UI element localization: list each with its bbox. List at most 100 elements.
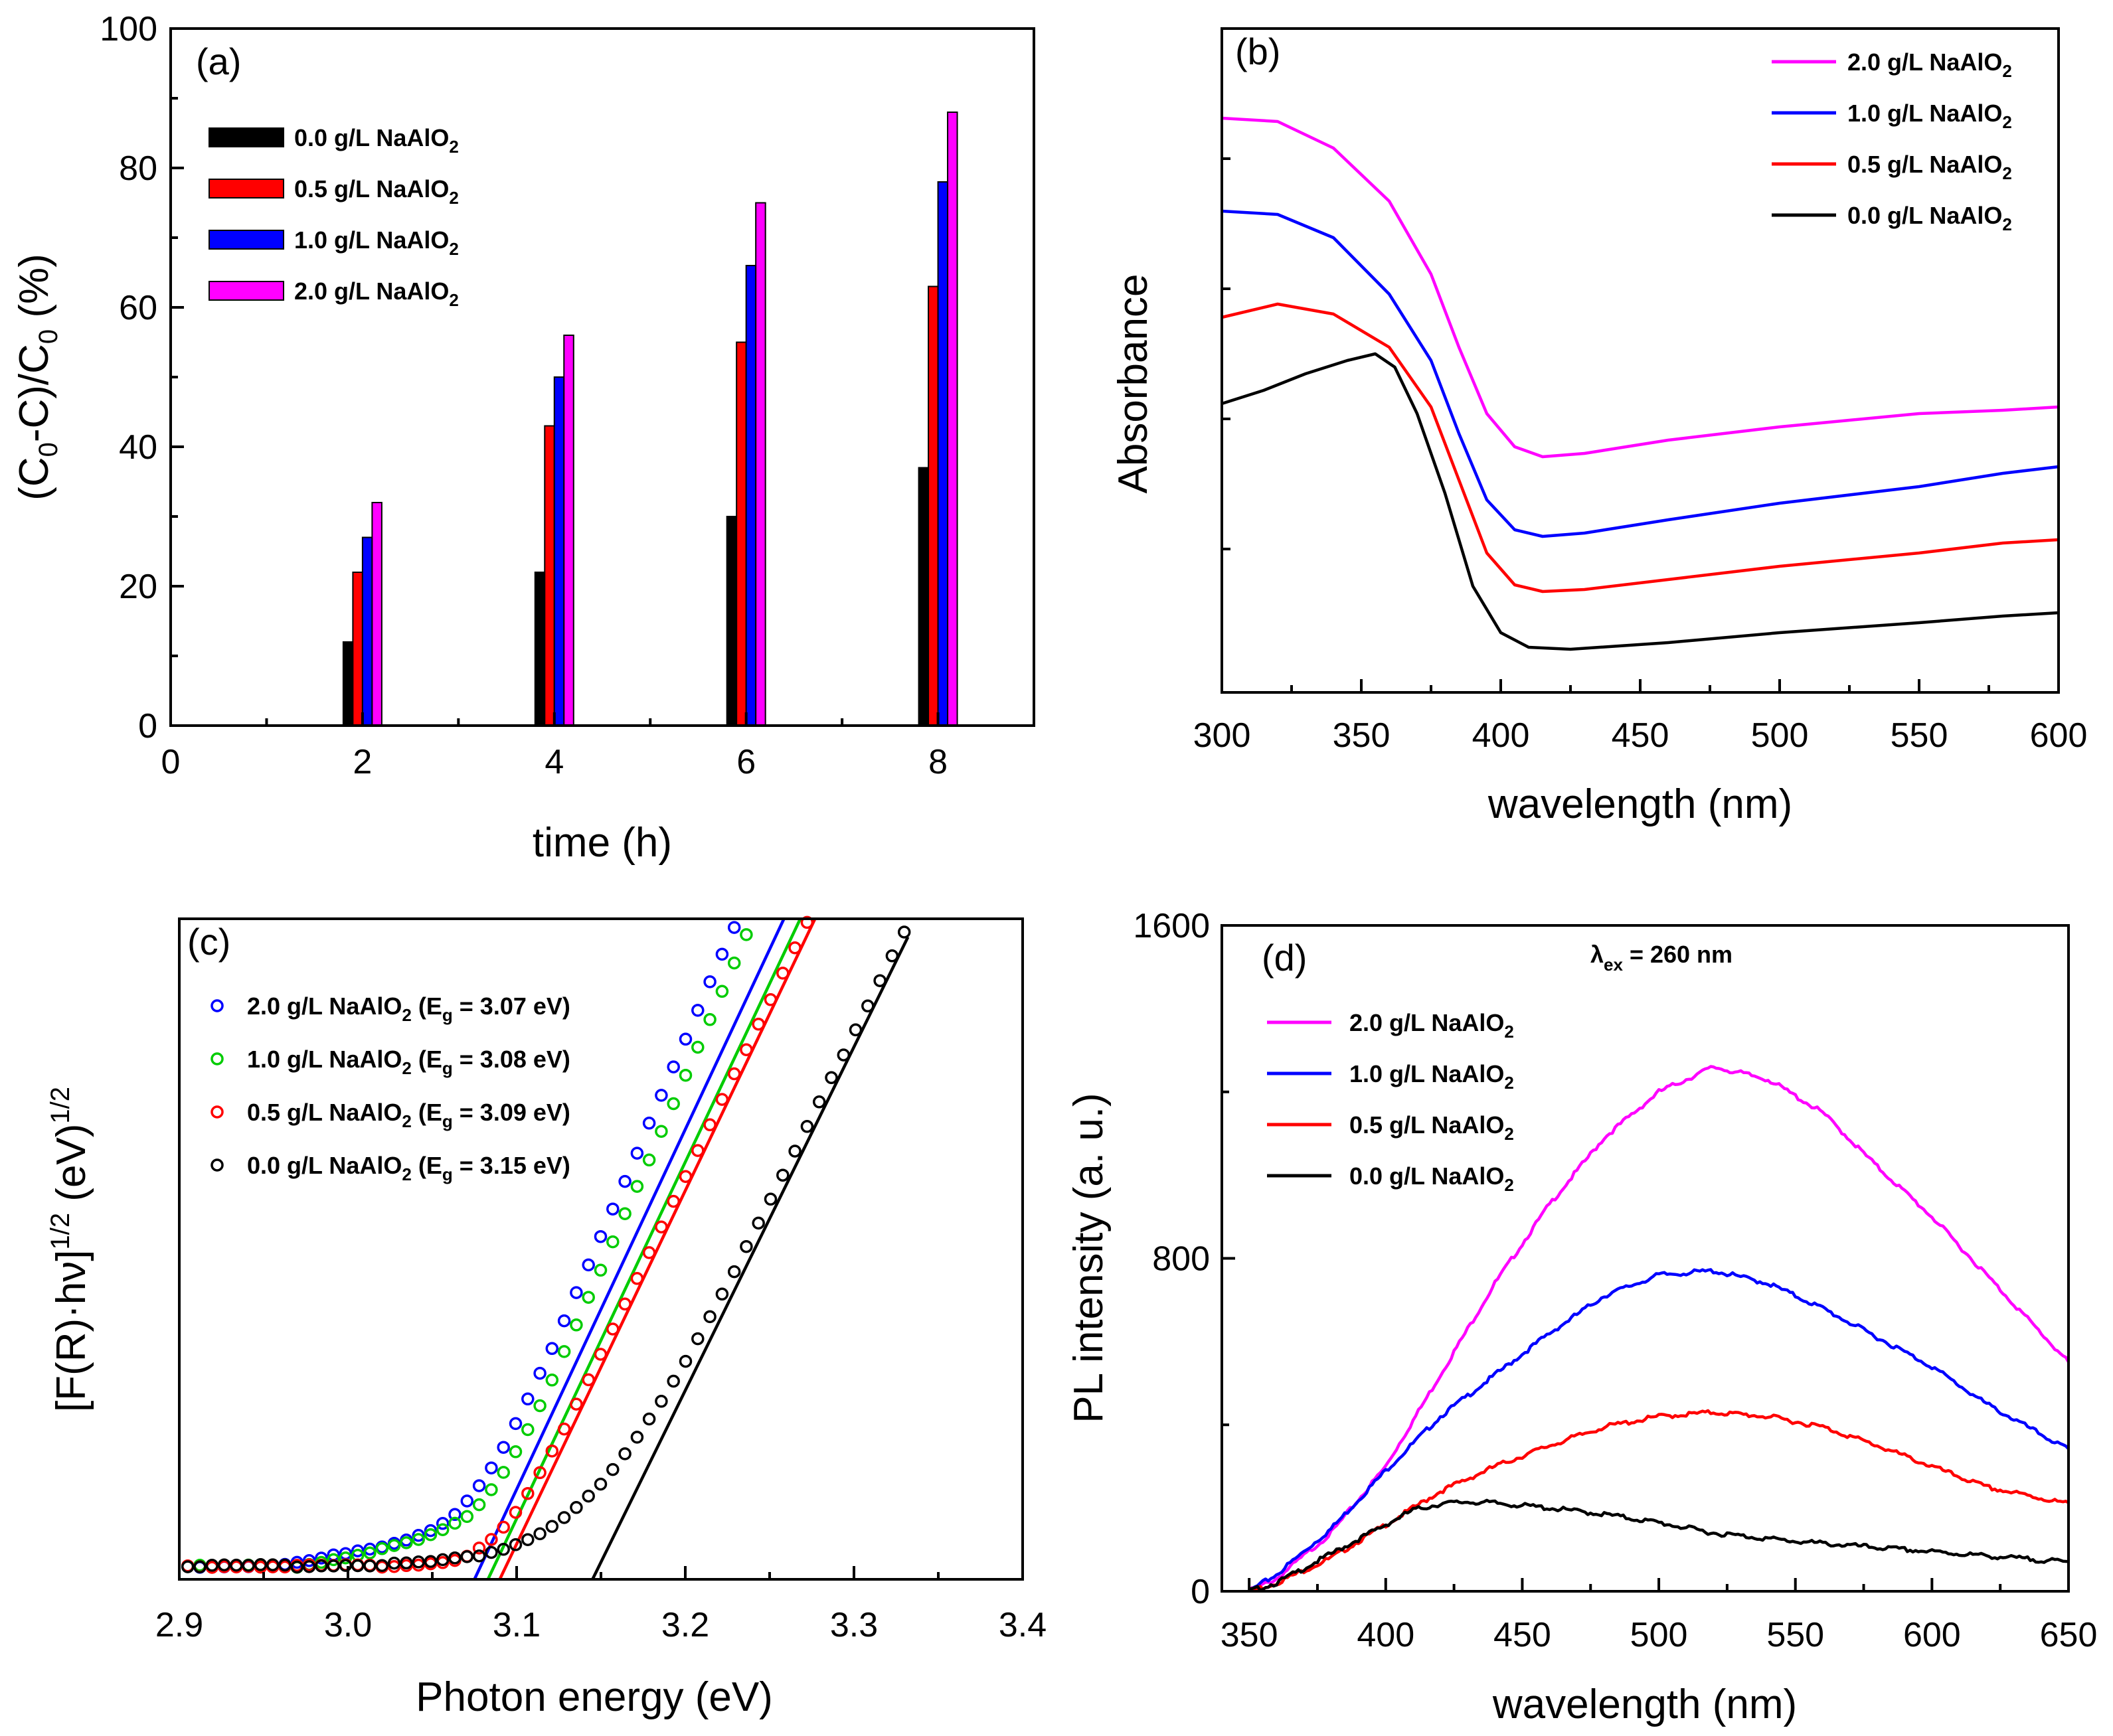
tauc-point-s3-33 [582, 1489, 595, 1503]
tauc-point-s1-38 [642, 1153, 656, 1167]
d-y-tick-label-1600: 1600 [1133, 907, 1210, 945]
c-legend-entry-2-subscript: 2 [402, 1111, 411, 1131]
tauc-point-s1-35 [606, 1235, 620, 1249]
bar-1-0-g-L-NaAlO2-t6 [745, 265, 757, 726]
pl-curve-1-0-g-l-naalo2 [1248, 1268, 2070, 1591]
absorbance-curve-2-0-g-l-naalo2 [1221, 116, 2059, 459]
tauc-point-s0-27 [509, 1417, 523, 1431]
b-legend-entry-0-subscript: 2 [2002, 61, 2011, 81]
c-legend-entry-1-part1: g [442, 1058, 453, 1078]
tauc-point-s1-42 [691, 1040, 705, 1054]
tauc-point-s3-58 [885, 949, 899, 963]
tauc-point-s0-32 [570, 1286, 583, 1299]
tauc-point-s1-13 [339, 1551, 353, 1565]
c-x-tick-label-2.9: 2.9 [155, 1606, 203, 1644]
tauc-point-s1-41 [679, 1068, 693, 1082]
bar-2-0-g-L-NaAlO2-t8 [947, 112, 958, 726]
b-legend-entry-2-text: 0.5 g/L NaAlO [1847, 151, 2002, 178]
panel-a-label: (a) [196, 40, 241, 82]
tauc-point-s3-54 [837, 1048, 851, 1062]
ylabel-c-part2: (eV) [48, 1124, 94, 1213]
tauc-point-s3-16 [375, 1559, 389, 1572]
tauc-point-s0-44 [715, 947, 729, 961]
b-legend-entry-0: 2.0 g/L NaAlO2 [1847, 48, 2012, 81]
legend-swatch-1 [209, 179, 284, 198]
panel-b-x-axis-label: wavelength (nm) [1487, 781, 1792, 827]
tauc-point-s3-25 [485, 1545, 498, 1559]
c-legend-entry-2-part2: = 3.09 eV) [453, 1099, 570, 1126]
d-x-tick-label-350: 350 [1221, 1616, 1278, 1654]
tauc-point-s2-35 [606, 1322, 620, 1336]
c-legend-entry-0-text: 2.0 g/L NaAlO [247, 992, 402, 1020]
tauc-point-s2-26 [497, 1520, 510, 1534]
tauc-point-s3-41 [679, 1354, 693, 1368]
tauc-point-s3-40 [667, 1374, 680, 1388]
x-tick-label-8: 8 [928, 743, 948, 781]
tauc-point-s3-23 [460, 1550, 474, 1563]
tauc-point-s3-26 [497, 1543, 510, 1556]
panel-c-tauc-plot: 2.9 3.0 3.1 3.2 3.3 3.4 (c) Photon energy (eV… [46, 915, 1047, 1720]
c-legend-entry-2-part0: (E [412, 1099, 442, 1126]
b-legend-entry-3-subscript: 2 [2002, 214, 2011, 234]
c-legend-marker-3 [211, 1158, 224, 1172]
b-x-tick-label-550: 550 [1891, 716, 1948, 755]
panel-c-x-axis-label: Photon energy (eV) [416, 1674, 773, 1720]
tauc-point-s1-24 [472, 1498, 486, 1512]
tauc-point-s2-38 [642, 1246, 656, 1259]
b-x-tick-label-600: 600 [2030, 716, 2088, 755]
tauc-point-s2-36 [618, 1297, 632, 1311]
tauc-point-s2-28 [521, 1486, 535, 1500]
b-legend-entry-1: 1.0 g/L NaAlO2 [1847, 100, 2012, 132]
legend-entry-0: 0.0 g/L NaAlO2 [294, 124, 459, 157]
y-tick-label-40: 40 [119, 428, 157, 467]
tauc-point-s3-59 [897, 925, 911, 939]
y-tick-label-100: 100 [100, 10, 157, 48]
tauc-point-s3-3 [217, 1558, 231, 1571]
tauc-point-s1-29 [533, 1399, 547, 1413]
legend-entry-0-subscript: 2 [449, 137, 458, 157]
b-x-tick-label-450: 450 [1612, 716, 1669, 755]
panel-d-curves [1248, 1065, 2070, 1593]
tauc-point-s3-32 [570, 1501, 583, 1514]
bar-1-0-g-L-NaAlO2-t4 [553, 376, 565, 726]
c-legend-entry-0-subscript: 2 [402, 1005, 411, 1025]
tauc-point-s3-8 [278, 1558, 292, 1572]
b-legend-entry-2: 0.5 g/L NaAlO2 [1847, 151, 2012, 183]
d-x-tick-label-550: 550 [1766, 1616, 1824, 1654]
tauc-point-s1-15 [363, 1546, 377, 1559]
tauc-point-s2-25 [485, 1533, 498, 1546]
b-legend-entry-2-subscript: 2 [2002, 163, 2011, 183]
pl-curve-2-0-g-l-naalo2 [1248, 1065, 2070, 1593]
tauc-point-s3-5 [242, 1559, 255, 1572]
absorbance-curve-1-0-g-l-naalo2 [1221, 209, 2059, 538]
tauc-point-s3-49 [776, 1168, 790, 1182]
tauc-point-s3-34 [594, 1477, 608, 1491]
tauc-point-s1-26 [497, 1466, 510, 1479]
tauc-point-s2-33 [582, 1373, 595, 1387]
panel-d-excitation-annotation: λex = 260 nm [1590, 941, 1733, 975]
pl-curve-0-5-g-l-naalo2 [1248, 1409, 2070, 1592]
tauc-point-s3-12 [327, 1559, 340, 1573]
bar-0-0-g-L-NaAlO2-t6 [726, 516, 738, 726]
c-x-tick-label-3.4: 3.4 [999, 1606, 1047, 1644]
b-x-tick-label-500: 500 [1751, 716, 1809, 755]
tauc-point-s3-56 [861, 999, 875, 1013]
bar-2-0-g-L-NaAlO2-t6 [755, 202, 766, 726]
tauc-point-s1-44 [715, 985, 729, 998]
tauc-point-s1-32 [570, 1318, 583, 1332]
tauc-point-s0-42 [691, 1004, 705, 1017]
tauc-point-s1-40 [667, 1097, 680, 1111]
tauc-point-s3-55 [849, 1023, 863, 1037]
bar-0-0-g-L-NaAlO2-t2 [342, 641, 354, 726]
ylabel-a-part2: -C)/C [11, 344, 57, 442]
tauc-point-s0-19 [412, 1529, 425, 1542]
ylabel-a-sub2: 0 [34, 329, 63, 344]
tauc-point-s1-43 [703, 1013, 717, 1026]
panel-a-y-axis-label: (C0-C)/C0 (%) [11, 254, 63, 501]
tauc-point-s3-57 [873, 974, 887, 987]
tauc-point-s2-51 [800, 915, 814, 929]
tauc-point-s3-9 [290, 1560, 304, 1574]
